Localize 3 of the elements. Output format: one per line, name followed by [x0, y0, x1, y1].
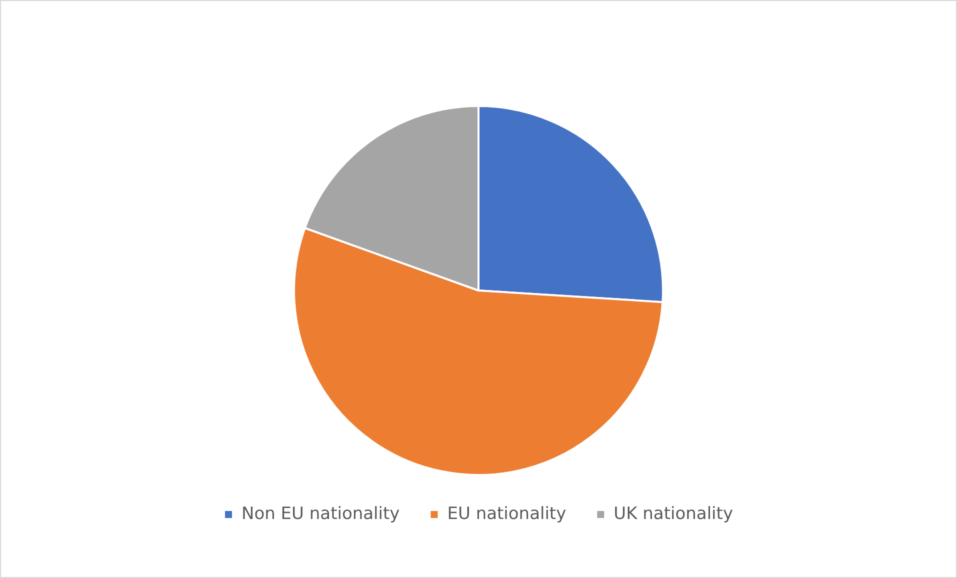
legend-label: Non EU nationality [242, 504, 400, 524]
legend-label: UK nationality [614, 504, 734, 524]
legend-label: EU nationality [447, 504, 566, 524]
